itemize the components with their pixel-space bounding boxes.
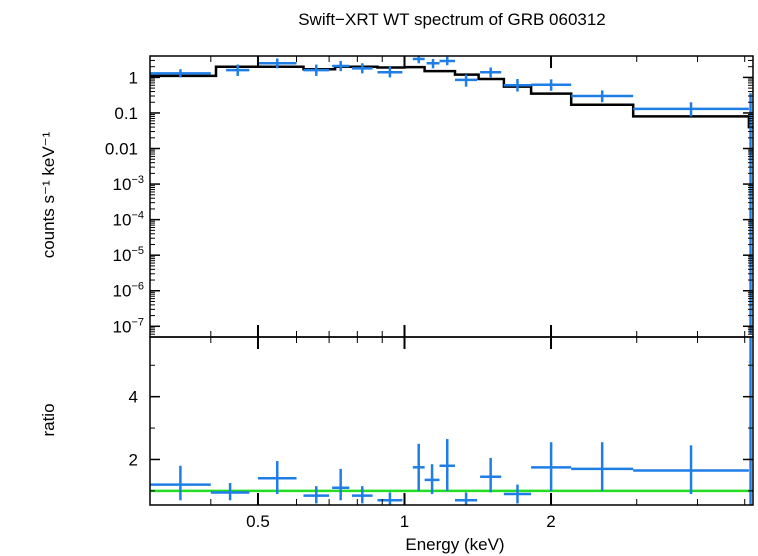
- x-tick-label: 1: [400, 512, 409, 531]
- y-tick-label: 0.01: [105, 140, 138, 159]
- y-tick-label: 10−6: [113, 281, 144, 301]
- ratio-data-point: [303, 486, 330, 504]
- spectrum-data-point: [455, 74, 478, 87]
- ratio-data-point: [480, 457, 502, 493]
- spectrum-data-point: [351, 63, 373, 74]
- x-tick-label: 0.5: [246, 512, 270, 531]
- spectrum-data-point: [226, 64, 250, 76]
- spectrum-data-point: [439, 56, 456, 66]
- ratio-data-point: [412, 443, 425, 491]
- ratio-data-point: [257, 461, 297, 495]
- ratio-data-point: [377, 492, 403, 505]
- ratio-data-point: [531, 442, 572, 491]
- ratio-data-point: [571, 442, 634, 491]
- y-tick-label: 10−7: [113, 316, 144, 336]
- model-line: [150, 65, 753, 129]
- spectrum-data-point: [377, 66, 403, 78]
- x-tick-label: 2: [546, 512, 555, 531]
- y-axis-label-spectrum: counts s⁻¹ keV⁻¹: [39, 131, 58, 258]
- y-tick-label: 1: [129, 68, 138, 87]
- ratio-data-point: [749, 337, 752, 505]
- ratio-data-point: [633, 445, 749, 495]
- spectrum-data-point: [426, 58, 440, 69]
- ratio-data-point: [503, 484, 532, 504]
- y-tick-label: 10−5: [113, 245, 144, 265]
- spectrum-data-point: [749, 93, 752, 335]
- ratio-data-point: [424, 464, 440, 495]
- spectrum-data-point: [150, 69, 211, 78]
- spectrum-data-point: [571, 90, 634, 103]
- y-tick-label: 2: [129, 450, 138, 469]
- y-axis-label-ratio: ratio: [39, 403, 58, 436]
- ratio-data-point: [332, 468, 350, 501]
- panel-spectrum: 1 0.1 0.01 10−3 10−4 10−5 10−6 10−7: [105, 55, 754, 338]
- ratio-data-point: [210, 483, 250, 501]
- ratio-data-point: [351, 486, 373, 504]
- ratio-data-point: [455, 492, 478, 505]
- spectrum-data-point: [633, 102, 749, 117]
- ratio-data-point: [439, 439, 456, 491]
- spectrum-data-point: [503, 79, 532, 92]
- y-tick-label: 10−3: [113, 174, 144, 194]
- ratio-plot-content: [150, 337, 753, 505]
- spectrum-frame: [149, 55, 754, 338]
- panel-ratio: 24: [129, 336, 754, 506]
- spectrum-data-point: [257, 58, 297, 69]
- spectrum-data-point: [480, 67, 502, 78]
- spectrum-data-point: [332, 60, 350, 72]
- ratio-frame: [149, 336, 754, 506]
- ratio-data-point: [150, 465, 211, 501]
- spectrum-plot-content: [150, 56, 753, 335]
- x-axis-label: Energy (keV): [405, 535, 504, 554]
- spectrum-data-point: [531, 79, 572, 91]
- y-tick-label: 4: [129, 388, 138, 407]
- spectrum-data-point: [303, 64, 330, 76]
- chart-title: Swift−XRT WT spectrum of GRB 060312: [298, 10, 606, 29]
- y-tick-label: 10−4: [113, 210, 144, 230]
- y-tick-label: 0.1: [114, 104, 138, 123]
